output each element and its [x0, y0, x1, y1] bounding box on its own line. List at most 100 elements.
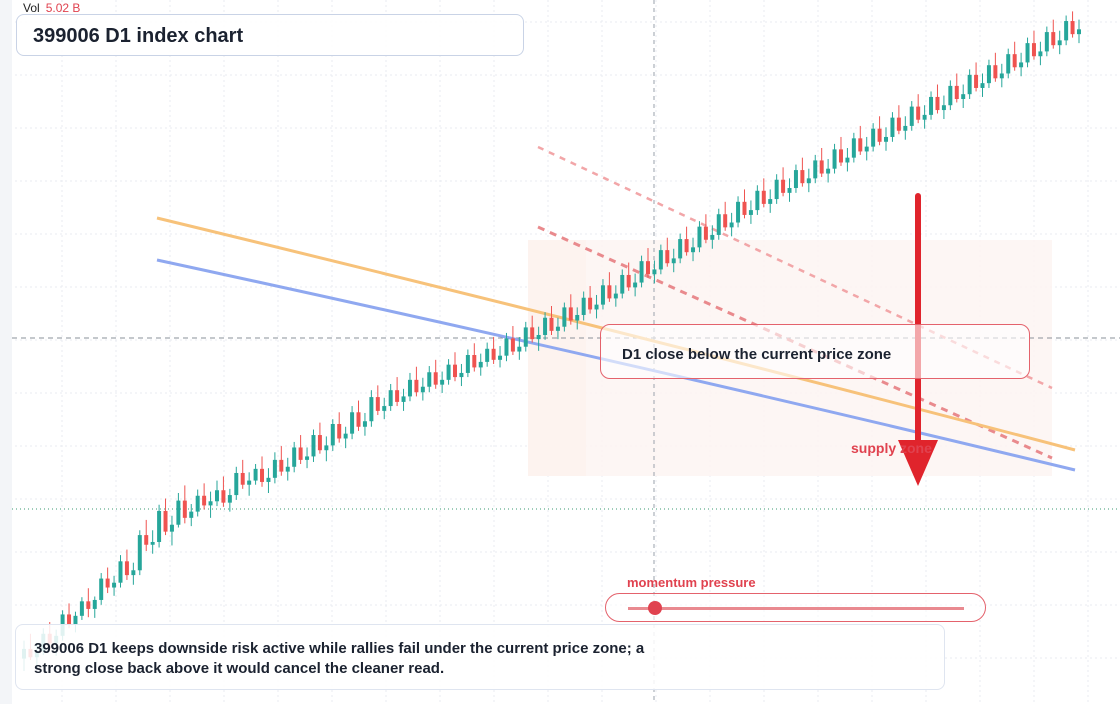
candle-body [838, 149, 843, 163]
candle-body [800, 170, 805, 184]
candle-body [530, 327, 535, 340]
candle-body [916, 106, 921, 120]
candle-body [980, 83, 985, 88]
candle-body [658, 250, 663, 270]
candle-body [620, 274, 625, 294]
candle-body [362, 421, 367, 427]
candle-body [1038, 51, 1043, 57]
candle-body [189, 511, 194, 518]
candle-body [459, 372, 464, 378]
candle-body [498, 355, 503, 360]
candle-body [311, 435, 316, 457]
candle-body [1070, 21, 1075, 35]
candle-body [298, 447, 303, 460]
candle-body [221, 490, 226, 503]
candle-body [736, 201, 741, 223]
candle-body [330, 424, 335, 446]
candle-body [1006, 54, 1011, 74]
candle-body [446, 364, 451, 380]
candle-body [131, 570, 136, 576]
candle-body [208, 501, 213, 506]
candle-body [588, 297, 593, 310]
candle-body [871, 128, 876, 147]
candle-body [272, 459, 277, 478]
candle-body [279, 459, 284, 472]
candle-body [317, 435, 322, 451]
candle-body [1064, 21, 1069, 41]
candle-body [260, 468, 265, 482]
candle-body [1019, 62, 1024, 68]
supply-zone-label: supply zone [851, 440, 932, 456]
candle-body [144, 535, 149, 545]
candle-body [633, 282, 638, 288]
candle-body [176, 500, 181, 525]
momentum-label: momentum pressure [627, 575, 756, 590]
candle-body [922, 114, 927, 120]
candle-body [517, 346, 522, 352]
candle-body [761, 190, 766, 204]
candle-body [105, 578, 110, 588]
summary-panel: 399006 D1 keeps downside risk active whi… [15, 624, 945, 690]
candle-body [710, 234, 715, 240]
candle-body [748, 210, 753, 215]
candle-body [639, 261, 644, 283]
candle-body [92, 599, 97, 609]
candle-body [581, 297, 586, 315]
momentum-marker [647, 601, 662, 615]
candle-body [182, 500, 187, 518]
zone-shade-left [528, 240, 586, 476]
candle-body [356, 412, 361, 427]
candle-body [568, 307, 573, 321]
candle-body [903, 125, 908, 131]
candle-body [896, 117, 901, 131]
volume-value: 5.02 B [45, 1, 81, 15]
candle-body [536, 334, 541, 340]
candle-body [1031, 43, 1036, 57]
candle-body [485, 348, 490, 362]
candle-body [440, 379, 445, 385]
candle-body [684, 239, 689, 253]
candle-body [369, 397, 374, 422]
candle-body [768, 199, 773, 204]
candle-body [195, 495, 200, 512]
candle-body [562, 307, 567, 327]
candle-body [678, 239, 683, 259]
lower-trendline [537, 225, 1053, 460]
candle-body [253, 468, 258, 481]
candle-body [909, 106, 914, 126]
candle-body [343, 433, 348, 439]
volume-label: Vol [23, 1, 40, 15]
candle-body [266, 477, 271, 482]
candle-body [234, 472, 239, 496]
candle-body [723, 214, 728, 228]
downside-arrow-head [898, 440, 938, 486]
candle-body [240, 472, 245, 485]
candle-body [86, 601, 91, 609]
candle-body [845, 157, 850, 163]
candle-body [472, 355, 477, 368]
candle-body [337, 424, 342, 439]
candle-body [967, 74, 972, 95]
candle-body [163, 510, 168, 532]
candle-body [974, 74, 979, 88]
candle-body [993, 65, 998, 79]
candle-body [652, 269, 657, 275]
candle-body [555, 326, 560, 331]
candle-body [575, 314, 580, 321]
candle-body [1077, 29, 1081, 35]
candle-body [819, 160, 824, 174]
candle-body [214, 490, 219, 502]
candle-body [491, 348, 496, 360]
price-zone-label: D1 close below the current price zone [622, 346, 892, 363]
candle-body [1044, 32, 1049, 52]
candle-body [645, 261, 650, 275]
candle-body [414, 379, 419, 393]
candle-body [813, 160, 818, 179]
candle-body [626, 274, 631, 288]
candle-body [594, 304, 599, 310]
candle-body [401, 396, 406, 402]
candle-body [1057, 40, 1062, 46]
candle-body [986, 65, 991, 84]
candle-body [890, 117, 895, 137]
candle-body [124, 561, 129, 576]
